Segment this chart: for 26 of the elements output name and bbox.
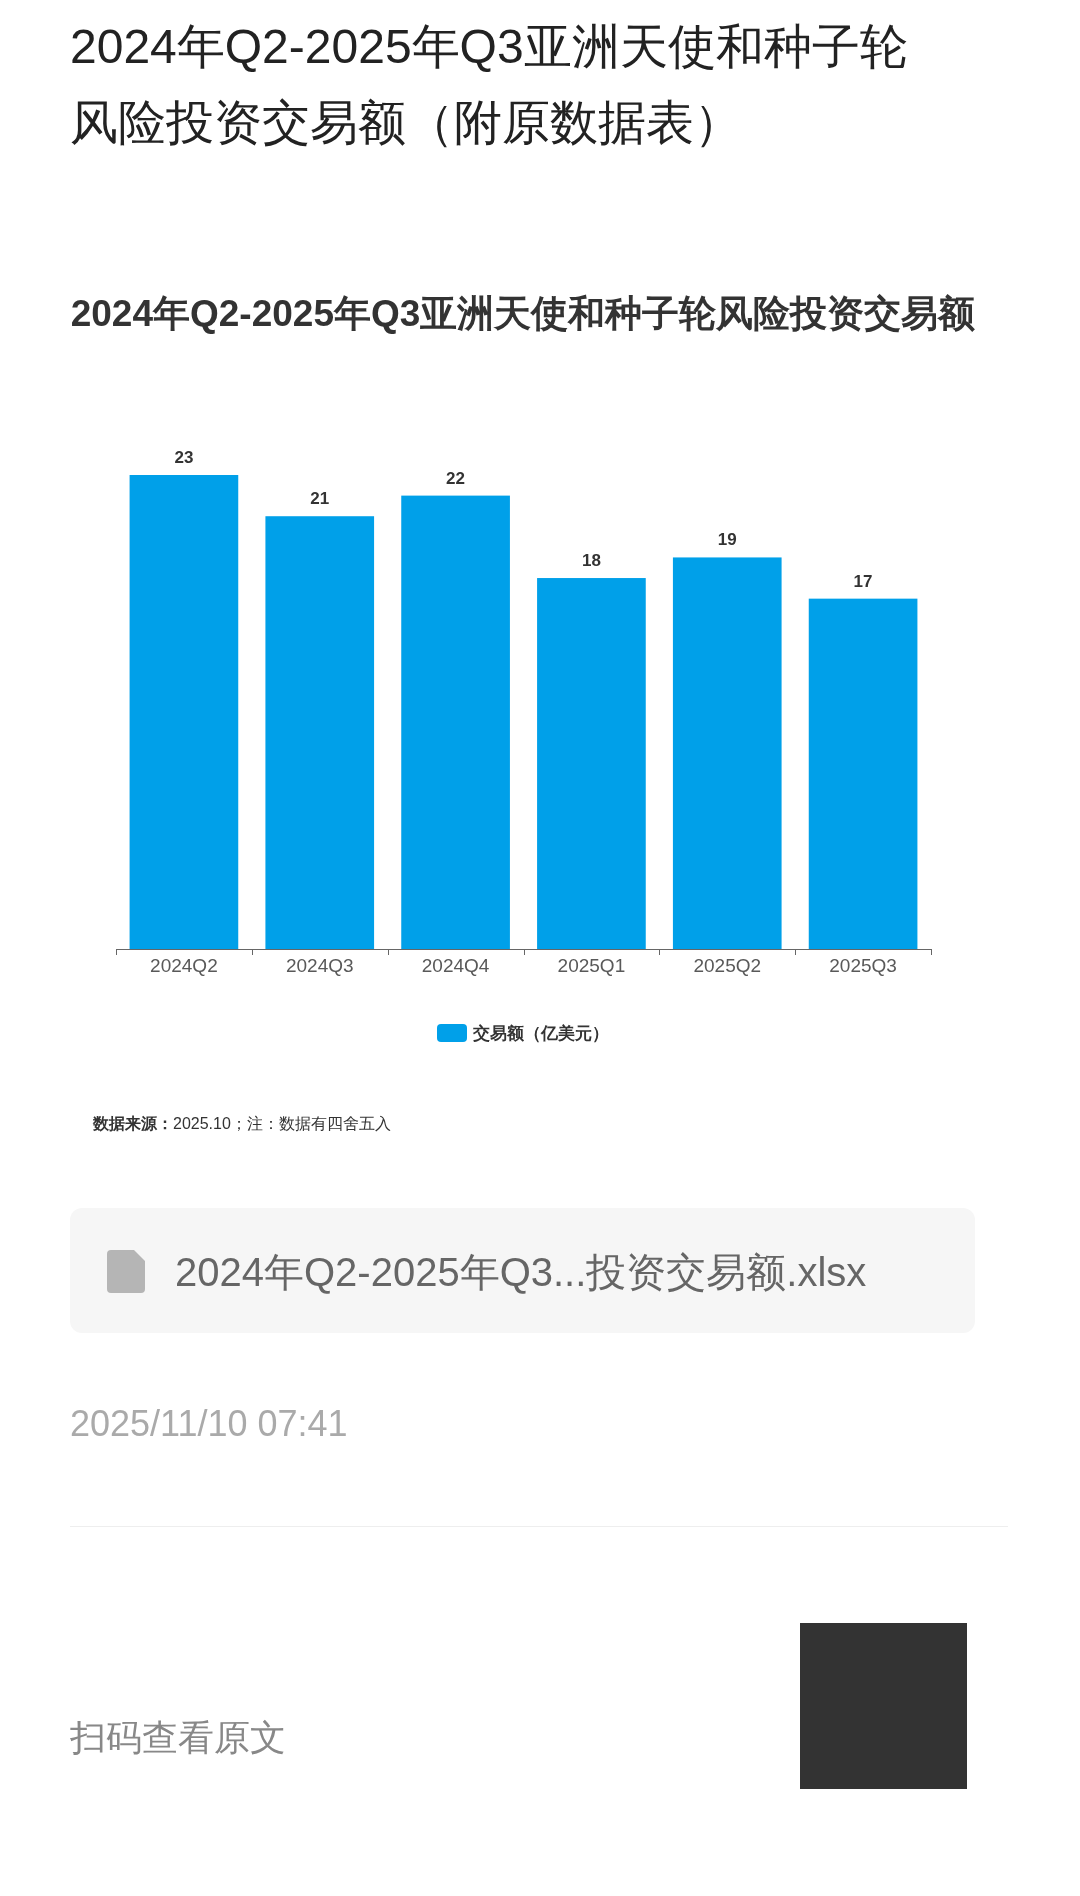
data-label: 21 <box>310 489 330 509</box>
x-tick-label: 2024Q2 <box>150 955 218 976</box>
x-tick-label: 2024Q3 <box>285 955 354 976</box>
data-label: 22 <box>446 468 466 488</box>
data-label: 19 <box>717 530 737 550</box>
x-tick-label: 2025Q3 <box>829 955 897 976</box>
交易额（亿美元）: 23 21 22 18 19 17 <box>129 448 918 949</box>
bar <box>808 598 918 949</box>
x-tick-label: 2024Q4 <box>421 955 490 976</box>
legend-label: 交易额（亿美元） <box>472 1024 609 1043</box>
text: 扫码查看原文 <box>69 1717 286 1758</box>
bar <box>265 516 375 949</box>
source-note: 数据来源：2025.10；注：数据有四舍五入 <box>92 1115 391 1132</box>
x-tick-label: 2025Q2 <box>693 955 762 976</box>
bar <box>537 578 646 949</box>
text: 2024年Q2-2025年Q3亚洲天使和种子轮风险投资交易额（附原数据表） <box>70 19 909 151</box>
text: 2025/11/10 07:41 <box>70 1403 348 1444</box>
x-tick-label: 2025Q1 <box>557 955 626 976</box>
data-label: 17 <box>853 571 873 591</box>
bar <box>129 475 239 949</box>
data-label: 23 <box>174 448 194 467</box>
data-label: 18 <box>581 551 601 571</box>
text: 2024年Q2-2025年Q3...投资交易额.xlsx <box>175 1250 867 1294</box>
bar <box>401 495 510 949</box>
bar <box>672 557 782 949</box>
chart-title: 2024年Q2-2025年Q3亚洲天使和种子轮风险投资交易额 <box>70 293 976 334</box>
